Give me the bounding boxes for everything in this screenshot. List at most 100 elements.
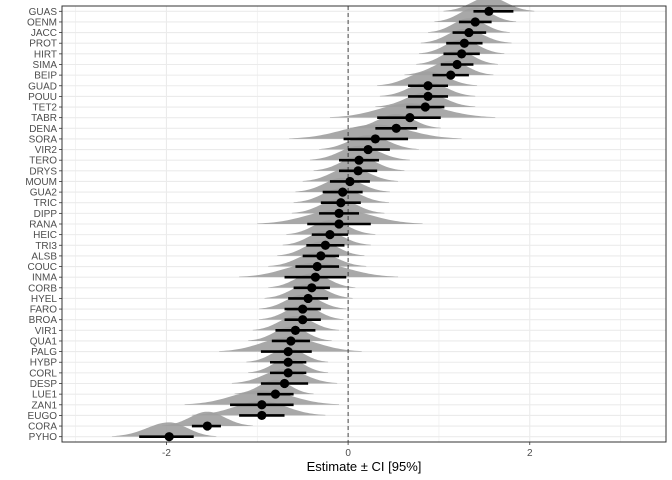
point-heic	[325, 230, 335, 240]
point-gua2	[338, 187, 348, 197]
x-tick-marks	[166, 442, 531, 445]
density-cora	[161, 411, 253, 427]
y-tick-label-moum: MOUM	[25, 177, 57, 188]
point-drys	[353, 166, 363, 176]
point-palg	[283, 347, 293, 357]
y-tick-label-guad: GUAD	[28, 81, 57, 92]
y-tick-label-palg: PALG	[31, 347, 57, 358]
point-alsb	[316, 251, 326, 261]
point-guad	[423, 81, 433, 91]
y-tick-label-dena: DENA	[29, 124, 57, 135]
y-tick-label-cora: CORA	[28, 422, 57, 433]
density-eugo	[191, 401, 326, 416]
y-tick-label-hybp: HYBP	[30, 358, 58, 369]
density-tri3	[282, 230, 371, 246]
y-tick-label-jacc: JACC	[31, 28, 57, 39]
density-pyho	[111, 422, 217, 437]
y-tick-labels: GUASOENMJACCPROTHIRTSIMABEIPGUADPOUUTET2…	[25, 7, 57, 443]
x-tick-labels: -2 0 2	[162, 448, 533, 459]
point-oenm	[470, 17, 480, 27]
y-tick-label-vir2: VIR2	[35, 145, 58, 156]
point-eugo	[257, 410, 267, 421]
point-hirt	[457, 49, 467, 59]
y-tick-label-qua1: QUA1	[30, 336, 58, 347]
y-tick-label-corb: CORB	[28, 283, 57, 294]
y-tick-label-alsb: ALSB	[31, 251, 57, 262]
y-tick-label-guas: GUAS	[29, 7, 58, 18]
density-corb	[268, 273, 356, 288]
y-tick-label-inma: INMA	[32, 273, 57, 284]
density-vir1	[252, 315, 340, 331]
y-tick-label-hirt: HIRT	[34, 49, 57, 60]
x-tick-label: 2	[527, 448, 533, 459]
y-tick-marks	[59, 10, 62, 438]
y-tick-label-zan1: ZAN1	[31, 400, 57, 411]
point-hyel	[303, 293, 313, 304]
y-tick-label-sora: SORA	[29, 134, 58, 145]
x-tick-label: -2	[162, 448, 171, 459]
y-tick-label-sima: SIMA	[33, 60, 58, 71]
y-tick-label-tric: TRIC	[34, 198, 57, 209]
point-inma	[310, 272, 321, 282]
y-tick-label-beip: BEIP	[34, 71, 57, 82]
point-tric	[336, 198, 346, 208]
point-vir1	[290, 325, 301, 335]
x-axis-title: Estimate ± CI [95%]	[307, 459, 422, 474]
y-tick-label-drys: DRYS	[29, 166, 57, 177]
point-beip	[446, 70, 456, 80]
y-tick-label-tri3: TRI3	[35, 241, 57, 252]
point-jacc	[464, 27, 474, 38]
y-tick-label-pyho: PYHO	[29, 432, 58, 443]
y-tick-label-corl: CORL	[29, 368, 57, 379]
density-heic	[286, 220, 376, 235]
density-faro	[259, 294, 347, 310]
density-lue1	[234, 379, 314, 395]
density-guad	[377, 71, 478, 86]
density-alsb	[277, 241, 365, 256]
point-couc	[312, 261, 322, 272]
y-tick-label-lue1: LUE1	[32, 390, 57, 401]
density-moum	[302, 167, 399, 182]
point-prot	[459, 38, 469, 48]
density-tabr	[329, 103, 496, 118]
density-vir2	[319, 135, 419, 150]
density-hyel	[264, 284, 353, 299]
point-qua1	[286, 336, 296, 346]
density-qua1	[248, 326, 332, 341]
point-corl	[283, 368, 293, 378]
density-oenm	[434, 7, 517, 22]
y-tick-label-prot: PROT	[29, 39, 57, 50]
point-sora	[370, 134, 380, 144]
point-pouu	[423, 91, 433, 101]
point-tri3	[320, 240, 330, 250]
density-zan1	[184, 390, 340, 405]
y-tick-label-heic: HEIC	[33, 230, 57, 241]
x-tick-label: 0	[345, 448, 351, 459]
point-dipp	[334, 208, 344, 218]
point-vir2	[363, 144, 373, 155]
point-cora	[202, 421, 212, 431]
density-couc	[268, 252, 367, 267]
point-moum	[345, 176, 355, 187]
y-tick-label-tet2: TET2	[33, 103, 58, 114]
point-zan1	[257, 400, 267, 410]
point-guas	[484, 6, 494, 16]
y-tick-label-tabr: TABR	[31, 113, 57, 124]
y-tick-label-tero: TERO	[29, 156, 57, 167]
point-tero	[354, 155, 364, 165]
y-tick-label-broa: BROA	[29, 315, 58, 326]
y-tick-label-gua2: GUA2	[30, 188, 58, 199]
point-rana	[334, 219, 344, 229]
point-faro	[298, 304, 308, 314]
point-tabr	[405, 113, 415, 123]
density-tero	[309, 145, 410, 161]
y-tick-label-oenm: OENM	[27, 17, 57, 28]
point-hybp	[283, 357, 293, 367]
point-tet2	[420, 102, 430, 112]
y-tick-label-dipp: DIPP	[34, 209, 58, 220]
y-tick-label-hyel: HYEL	[31, 294, 58, 305]
density-jacc	[428, 18, 510, 33]
y-tick-label-desp: DESP	[30, 379, 58, 390]
point-estimates	[164, 6, 494, 442]
